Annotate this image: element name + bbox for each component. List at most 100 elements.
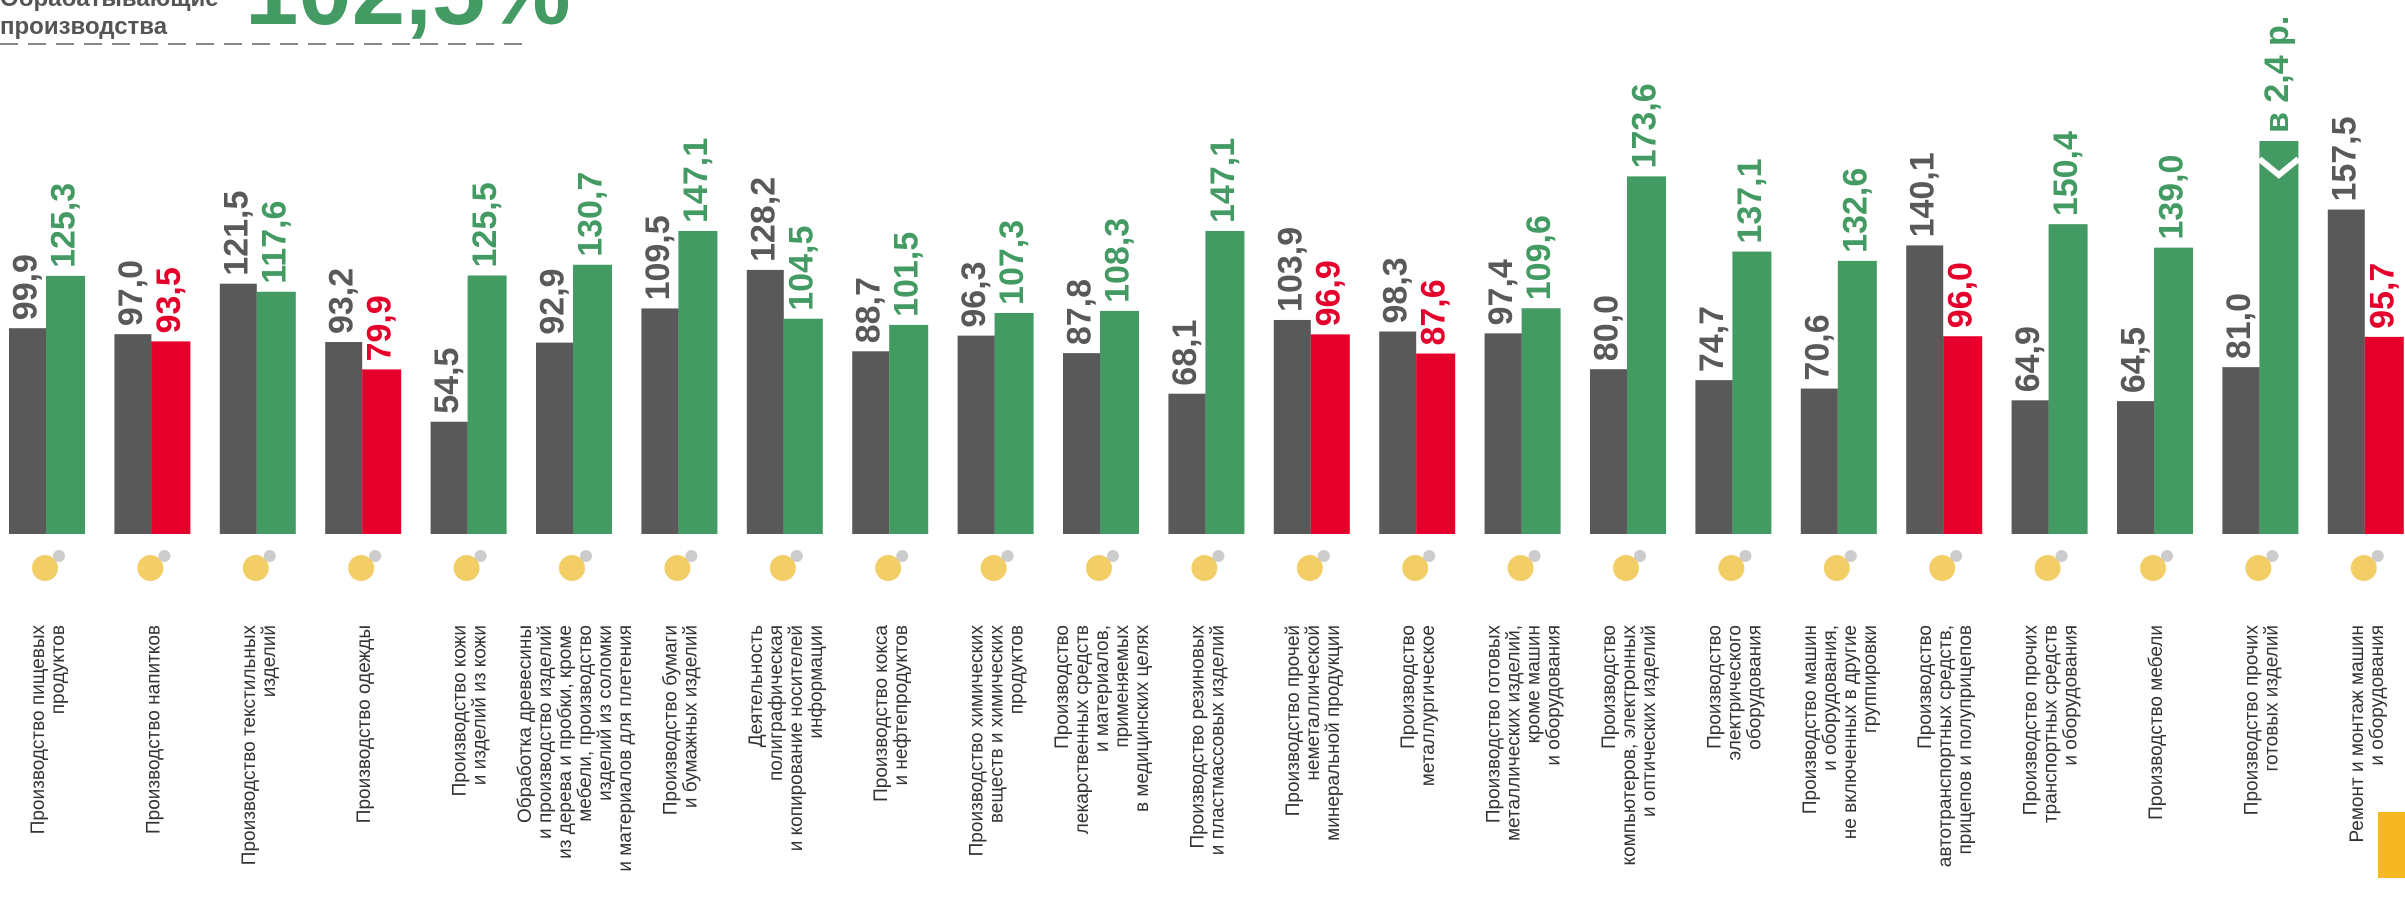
category-label: Производство одежды [354,625,375,823]
bar [2222,367,2260,534]
value-label: 128,2 [744,177,782,262]
value-label: 81,0 [2220,293,2258,359]
value-label: 104,5 [782,226,820,311]
bar [1837,260,1877,534]
icon [1929,555,1956,581]
category-label: Производстволекарственных средстви матер… [1052,625,1153,835]
icon-gear [1212,550,1225,562]
value-label: 74,7 [1693,306,1731,372]
category-label: Производство бумагии бумажных изделий [660,625,701,815]
bar [1310,334,1350,534]
header-value: 102,5% [245,0,571,45]
value-label: 109,6 [1520,215,1558,300]
icon-gear [1423,550,1436,562]
bar [1273,319,1311,534]
icon-gear [1634,550,1646,562]
value-label: 95,7 [2363,263,2401,329]
bar [1590,369,1627,534]
icon [453,555,480,581]
bar [678,230,718,534]
icon [769,555,796,581]
category-label: Обработка древесиныи производство издели… [515,625,636,872]
icon [1507,555,1534,581]
bar [114,334,152,534]
value-label: 97,0 [112,260,150,326]
value-label: 68,1 [1166,320,1204,386]
value-label: 96,9 [1309,260,1347,326]
value-label: 96,3 [955,261,993,327]
category-label: Производство химическихвеществ и химичес… [967,625,1028,857]
icon-gear [1739,550,1752,562]
value-label: 147,1 [677,138,715,223]
icon [980,555,1007,581]
bar [2154,247,2193,534]
icon-gear [1317,550,1330,562]
value-label: 93,5 [150,267,188,333]
value-label: 92,9 [533,268,571,334]
icon-gear [2371,550,2384,562]
icon [875,555,902,581]
category-label: Ремонт и монтаж машини оборудования [2347,625,2388,843]
bar [536,342,573,534]
value-label: 108,3 [1098,218,1136,303]
bar [1100,310,1139,534]
bar [2259,141,2299,534]
icon-gear [1001,550,1014,562]
value-label: 103,9 [1271,227,1309,312]
value-label: 87,8 [1060,279,1098,345]
bar [467,275,507,534]
value-label: 87,6 [1415,279,1453,345]
bar [994,312,1034,534]
icon [2245,555,2272,581]
bar [325,342,363,534]
value-label: 64,9 [2009,326,2047,392]
bar [783,318,823,534]
icon-gear [158,550,171,562]
value-label: 54,5 [428,348,466,414]
category-label: Производствоавтотранспортных средств,при… [1915,625,1976,867]
bar [151,341,191,534]
value-label: 101,5 [888,232,926,317]
bar [2364,336,2404,534]
value-label: 121,5 [217,191,255,276]
icon-gear [790,550,803,562]
value-label: в 2,4 р. [2258,16,2296,133]
icon [1613,555,1639,581]
value-label: 137,1 [1731,158,1769,243]
bar [1063,353,1100,534]
value-label: 93,2 [323,268,361,334]
bar [1906,245,1944,535]
category-label: Производствометаллургическое [1398,625,1439,786]
icon [2350,555,2377,581]
bar [957,335,995,534]
category-label: Деятельностьполиграфическаяи копирование… [746,625,827,851]
category-label: Производство прочихготовых изделий [2241,625,2282,816]
icon [348,555,375,581]
header-line: производства [0,13,168,40]
bar [852,351,890,534]
icon [2140,555,2166,581]
bar [2011,400,2049,534]
value-label: 80,0 [1587,295,1625,361]
icon-gear [2055,550,2068,562]
category-label: Производство машини оборудования,не вклю… [1800,625,1881,839]
value-label: 109,5 [639,215,677,300]
axis-break [2257,156,2301,179]
bar [2117,401,2154,534]
category-label: Производство прочихтранспортных средстви… [2021,625,2082,824]
icon-gear [474,550,487,562]
icon [1823,555,1850,581]
bar [1732,251,1772,534]
value-label: 96,0 [1942,262,1980,328]
value-label: 140,1 [1904,152,1942,237]
category-label: Производство напитков [143,625,164,834]
category-label: Производство пищевыхпродуктов [28,625,69,835]
category-label: Производство текстильныхизделий [239,625,280,866]
icon [2034,555,2061,581]
value-label: 107,3 [993,220,1031,305]
value-label: 64,5 [2114,327,2152,393]
bar [1695,380,1733,534]
bar [573,264,612,534]
icon [559,555,585,581]
